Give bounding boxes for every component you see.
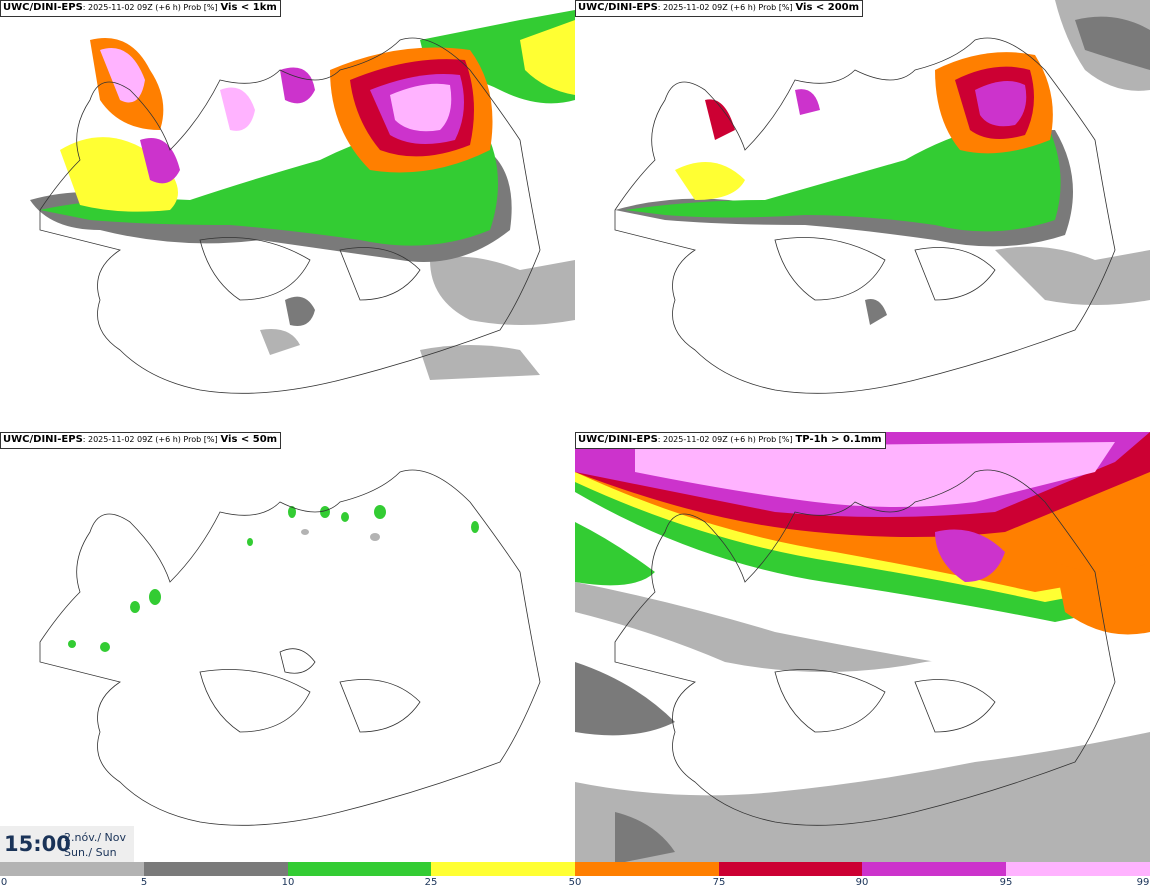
map-panel-vis-1km: UWC/DINI-EPS: 2025-11-02 09Z (+6 h) Prob… [0,0,575,432]
probability-map [39,469,541,826]
probability-map [30,10,575,394]
valid-time-clock: 15:00 [4,832,71,856]
coastline [39,469,541,826]
run-info: : 2025-11-02 09Z (+6 h) Prob [%] [82,3,218,12]
model-name: UWC/DINI-EPS [578,434,658,445]
valid-time-box: 15:00 2.nóv./ Nov Sun./ Sun [0,826,134,863]
colorbar-tick-label: 75 [712,877,726,888]
panel-title: UWC/DINI-EPS: 2025-11-02 09Z (+6 h) Prob… [575,0,864,17]
map-panel-vis-200m: UWC/DINI-EPS: 2025-11-02 09Z (+6 h) Prob… [575,0,1150,432]
colorbar-segment [288,862,431,876]
colorbar-tick-label: 99 [1136,877,1150,888]
colorbar-segment [1006,862,1150,876]
colorbar-tick-label: 25 [424,877,438,888]
run-info: : 2025-11-02 09Z (+6 h) Prob [%] [82,435,218,444]
colorbar-tick-label: 50 [568,877,582,888]
run-info: : 2025-11-02 09Z (+6 h) Prob [%] [657,3,793,12]
coastline [614,37,1116,394]
model-name: UWC/DINI-EPS [3,434,83,445]
colorbar-tick-label: 10 [281,877,295,888]
run-info: : 2025-11-02 09Z (+6 h) Prob [%] [657,435,793,444]
field-name: Vis < 1km [220,2,277,13]
coastline [39,37,541,394]
probability-shading [30,10,575,380]
colorbar-tick-label: 95 [999,877,1013,888]
field-name: Vis < 200m [795,2,860,13]
colorbar-segment [719,862,862,876]
panel-title: UWC/DINI-EPS: 2025-11-02 09Z (+6 h) Prob… [575,432,886,449]
colorbar-segment [431,862,575,876]
map-panel-vis-50m: UWC/DINI-EPS: 2025-11-02 09Z (+6 h) Prob… [0,432,575,864]
probability-shading [68,505,479,652]
colorbar-tick-label: 0 [0,877,8,888]
valid-date-line1: 2.nóv./ Nov [64,831,127,844]
colorbar-segment [144,862,288,876]
field-name: Vis < 50m [220,434,278,445]
colorbar-segment [0,862,144,876]
colorbar-segment [575,862,719,876]
probability-map [575,432,1150,864]
colorbar-tick-label: 5 [140,877,148,888]
map-panel-tp-1h: UWC/DINI-EPS: 2025-11-02 09Z (+6 h) Prob… [575,432,1150,864]
probability-shading [615,0,1150,325]
coastline [614,469,1116,826]
panel-title: UWC/DINI-EPS: 2025-11-02 09Z (+6 h) Prob… [0,432,282,449]
colorbar-tick-label: 90 [855,877,869,888]
field-name: TP-1h > 0.1mm [795,434,882,445]
model-name: UWC/DINI-EPS [3,2,83,13]
probability-colorbar: 0 5 10 25 50 75 90 95 99 [0,862,1150,891]
colorbar-segment [862,862,1006,876]
valid-date-line2: Sun./ Sun [64,846,117,859]
probability-map [614,0,1150,394]
probability-shading [575,432,1150,864]
model-name: UWC/DINI-EPS [578,2,658,13]
panel-title: UWC/DINI-EPS: 2025-11-02 09Z (+6 h) Prob… [0,0,281,17]
